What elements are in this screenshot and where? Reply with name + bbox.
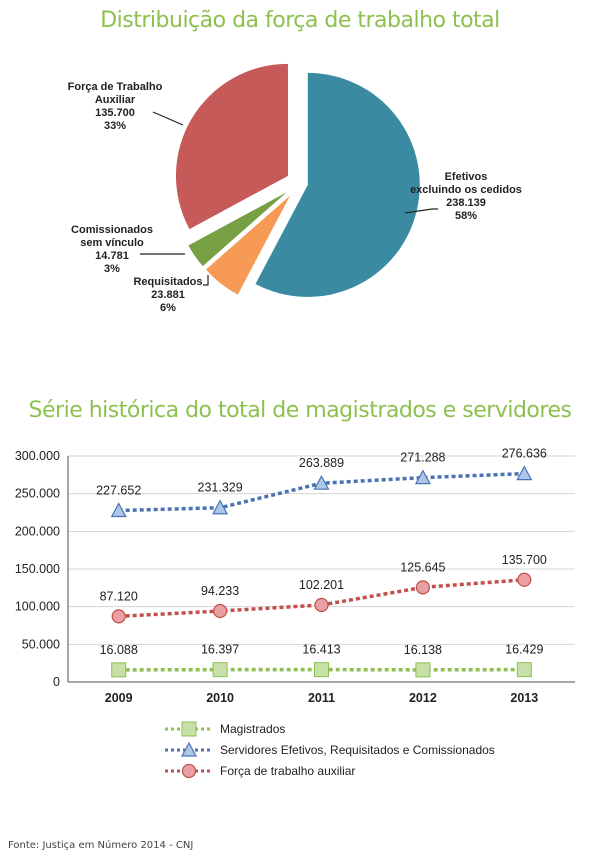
y-tick-label: 200.000: [15, 524, 60, 538]
slice-label-name: Força de Trabalho: [68, 81, 163, 93]
data-label: 16.429: [505, 643, 543, 657]
legend-marker: [181, 721, 197, 737]
data-point: [314, 662, 329, 678]
data-label: 125.645: [400, 560, 445, 574]
data-point: [212, 499, 229, 515]
data-label: 231.329: [198, 481, 243, 495]
y-tick-label: 250.000: [15, 487, 60, 501]
data-label: 16.138: [404, 643, 442, 657]
pie-chart-title: Distribuição da força de trabalho total: [100, 8, 500, 33]
line-chart: 0 50.000 100.000 150.000 200.000 250.000 300.0…: [15, 447, 575, 779]
series-circle: 87.120 94.233 102.201 125.645 135.700: [100, 553, 547, 624]
y-tick-label: 0: [53, 675, 60, 689]
data-point: [516, 662, 532, 678]
data-point: [516, 465, 533, 481]
x-tick-label: 2009: [105, 691, 133, 705]
data-point: [110, 502, 127, 518]
x-tick-label: 2012: [409, 691, 437, 705]
slice-label-name: Auxiliar: [95, 94, 136, 106]
slice-label-value: 23.881: [151, 289, 185, 301]
y-tick-label: 50.000: [22, 637, 60, 651]
line-chart-title: Série histórica do total de magistrados …: [28, 398, 572, 423]
pie-slice: [188, 192, 287, 267]
data-point: [415, 662, 431, 678]
data-label: 263.889: [299, 456, 344, 470]
slice-label-percent: 58%: [455, 210, 477, 222]
leader-line: [152, 111, 184, 126]
legend-item: Servidores Efetivos, Requisitados e Comi…: [165, 741, 495, 757]
x-tick-label: 2013: [510, 691, 538, 705]
source-note: Fonte: Justiça em Número 2014 - CNJ: [8, 840, 194, 851]
legend-label: Força de trabalho auxiliar: [220, 764, 355, 778]
data-label: 94.233: [201, 584, 239, 598]
slice-label-percent: 3%: [104, 263, 120, 275]
series-square: 16.088 16.397 16.413 16.138 16.429: [100, 643, 543, 678]
data-point: [212, 662, 228, 678]
slice-label-name: Efetivos: [445, 171, 488, 183]
data-label: 16.413: [302, 643, 340, 657]
data-point: [213, 603, 228, 619]
leader-line: [404, 208, 438, 214]
data-label: 102.201: [299, 578, 344, 592]
leader-line: [203, 275, 209, 286]
data-point: [415, 580, 430, 595]
pie-slice: [255, 72, 420, 297]
pie-slice: [205, 195, 291, 295]
pie-slice: [175, 63, 288, 230]
y-tick-label: 100.000: [15, 600, 60, 614]
legend-item: Magistrados: [165, 721, 285, 737]
data-label: 276.636: [502, 447, 547, 461]
data-label: 16.397: [201, 643, 239, 657]
legend-label: Magistrados: [220, 722, 285, 736]
x-tick-label: 2010: [206, 691, 234, 705]
data-label: 87.120: [100, 589, 138, 603]
y-tick-label: 300.000: [15, 449, 60, 463]
legend-label: Servidores Efetivos, Requisitados e Comi…: [220, 743, 495, 757]
legend-item: Força de trabalho auxiliar: [165, 763, 355, 779]
slice-label-name: excluindo os cedidos: [410, 184, 522, 196]
slice-label-percent: 6%: [160, 302, 176, 314]
data-point: [111, 662, 127, 678]
slice-label-name: Comissionados: [71, 224, 153, 236]
slice-label-percent: 33%: [104, 120, 126, 132]
series-triangle: 227.652 231.329 263.889 271.288 276.636: [96, 447, 547, 518]
slice-label-name: sem vínculo: [80, 237, 144, 249]
slice-label-value: 14.781: [95, 250, 129, 262]
data-point: [414, 469, 431, 485]
y-tick-label: 150.000: [15, 562, 60, 576]
data-point: [517, 572, 532, 587]
slice-label-value: 135.700: [95, 107, 135, 119]
x-tick-label: 2011: [308, 691, 335, 705]
data-label: 16.088: [100, 643, 138, 657]
slice-label-value: 238.139: [446, 197, 486, 209]
data-label: 135.700: [502, 553, 547, 567]
legend-marker: [180, 741, 198, 757]
slice-label-name: Requisitados: [133, 276, 202, 288]
data-point: [314, 597, 329, 613]
data-label: 227.652: [96, 484, 141, 498]
data-label: 271.288: [400, 451, 445, 465]
legend-marker: [181, 763, 197, 779]
data-point: [111, 609, 126, 624]
data-point: [313, 474, 330, 490]
